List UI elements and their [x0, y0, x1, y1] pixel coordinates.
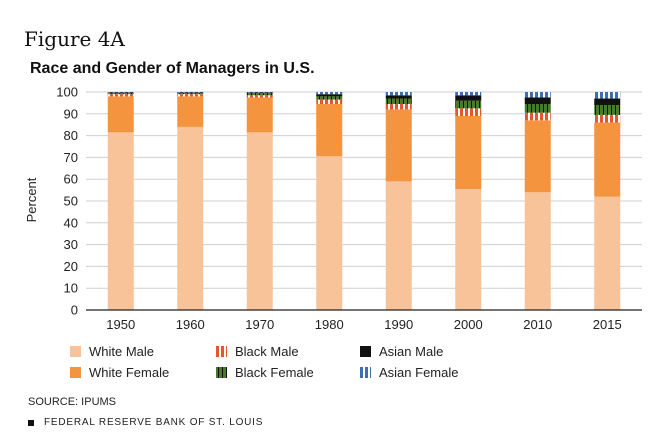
bar-segment-black-male [594, 114, 621, 123]
legend-swatch-black-male [216, 346, 227, 357]
y-tick-label: 60 [64, 172, 78, 187]
x-tick-label: 2015 [593, 317, 622, 332]
bar-segment-asian-female [316, 92, 343, 95]
legend-swatch-black-female [216, 367, 227, 378]
bar-segment-asian-female [385, 92, 412, 96]
x-tick-label: 1990 [384, 317, 413, 332]
bar-segment-black-female [177, 93, 204, 95]
bar-segment-white-female [524, 120, 551, 193]
bar-segment-white-male [107, 132, 134, 310]
bar-segment-asian-female [455, 92, 482, 96]
bar-segment-black-female [246, 93, 273, 96]
y-tick-label: 70 [64, 150, 78, 165]
bar-segment-asian-male [316, 94, 343, 97]
bar-segment-asian-male [455, 95, 482, 101]
bar-segment-asian-female [594, 92, 621, 99]
legend-swatch-white-female [70, 367, 81, 378]
y-tick-label: 100 [56, 85, 78, 100]
bar-segment-white-female [455, 115, 482, 190]
x-tick-label: 2010 [523, 317, 552, 332]
x-tick-label: 1950 [106, 317, 135, 332]
y-axis-label: Percent [24, 177, 39, 222]
gridlines [86, 91, 642, 289]
figure-label: Figure 4A [24, 27, 125, 51]
bar-segment-asian-male [246, 92, 273, 94]
y-tick-label: 90 [64, 106, 78, 121]
bar-segment-white-female [107, 96, 134, 133]
y-tick-label: 50 [64, 194, 78, 209]
legend-item-asian-male: Asian Male [360, 344, 443, 359]
bar-segment-white-female [177, 96, 204, 127]
x-tick-label: 1980 [315, 317, 344, 332]
bar-segment-white-male [455, 189, 482, 310]
bar-segment-black-male [455, 108, 482, 116]
legend-label: White Female [89, 365, 170, 380]
x-tick-label: 1970 [245, 317, 274, 332]
bar-segment-black-male [246, 95, 273, 98]
bar-segment-black-female [455, 100, 482, 109]
y-tick-label: 0 [71, 303, 78, 318]
bar-segment-asian-male [594, 98, 621, 106]
bar-segment-asian-male [524, 97, 551, 104]
bar-segment-black-male [524, 112, 551, 121]
bar-segment-black-female [594, 105, 621, 115]
legend-item-black-female: Black Female [216, 365, 314, 380]
legend-label: Black Male [235, 344, 299, 359]
legend-item-white-female: White Female [70, 365, 169, 380]
bar-segment-asian-male [177, 92, 204, 94]
publisher-square-icon [28, 419, 34, 426]
bar-segment-white-male [594, 196, 621, 310]
legend-label: Asian Male [379, 344, 444, 359]
bar-segment-black-female [524, 103, 551, 113]
legend-label: Black Female [235, 365, 314, 380]
bar-segment-white-male [177, 126, 204, 310]
x-tick-label: 2000 [454, 317, 483, 332]
publisher-text: FEDERAL RESERVE BANK OF ST. LOUIS [44, 417, 264, 428]
chart-title: Race and Gender of Managers in U.S. [30, 60, 315, 77]
axes: 0 10 20 30 40 50 60 70 80 90 100 1950 1960 1970 1980 19… [56, 85, 642, 332]
bar-segment-asian-male [107, 92, 134, 94]
bar-segment-white-male [524, 192, 551, 310]
bar-segment-black-female [107, 93, 134, 95]
bar-segment-asian-male [385, 95, 412, 99]
source-note: SOURCE: IPUMS [28, 396, 117, 408]
legend-label: Asian Female [379, 365, 459, 380]
y-tick-label: 40 [64, 215, 78, 230]
bar-segment-white-male [316, 156, 343, 310]
bar-segment-white-male [246, 132, 273, 310]
bar-segment-black-female [316, 96, 343, 100]
bars [107, 92, 621, 310]
bar-segment-black-female [385, 98, 412, 104]
y-tick-label: 80 [64, 128, 78, 143]
bar-segment-asian-female [524, 92, 551, 98]
bar-segment-white-female [385, 109, 412, 182]
bar-segment-black-male [385, 103, 412, 110]
legend-swatch-asian-male [360, 346, 371, 357]
legend-item-white-male: White Male [70, 344, 154, 359]
legend-item-asian-female: Asian Female [360, 365, 458, 380]
legend-label: White Male [89, 344, 155, 359]
bar-segment-black-male [107, 94, 134, 97]
y-tick-label: 10 [64, 281, 78, 296]
y-tick-label: 20 [64, 259, 78, 274]
y-tick-label: 30 [64, 237, 78, 252]
bar-segment-white-female [246, 97, 273, 133]
bar-segment-white-male [385, 181, 412, 310]
x-tick-label: 1960 [176, 317, 205, 332]
bar-segment-black-male [316, 99, 343, 104]
bar-segment-black-male [177, 94, 204, 97]
legend-swatch-white-male [70, 346, 81, 357]
bar-segment-white-female [594, 122, 621, 197]
legend-item-black-male: Black Male [216, 344, 299, 359]
bar-segment-white-female [316, 103, 343, 157]
publisher-note: FEDERAL RESERVE BANK OF ST. LOUIS [28, 417, 263, 428]
legend-swatch-asian-female [360, 367, 371, 378]
